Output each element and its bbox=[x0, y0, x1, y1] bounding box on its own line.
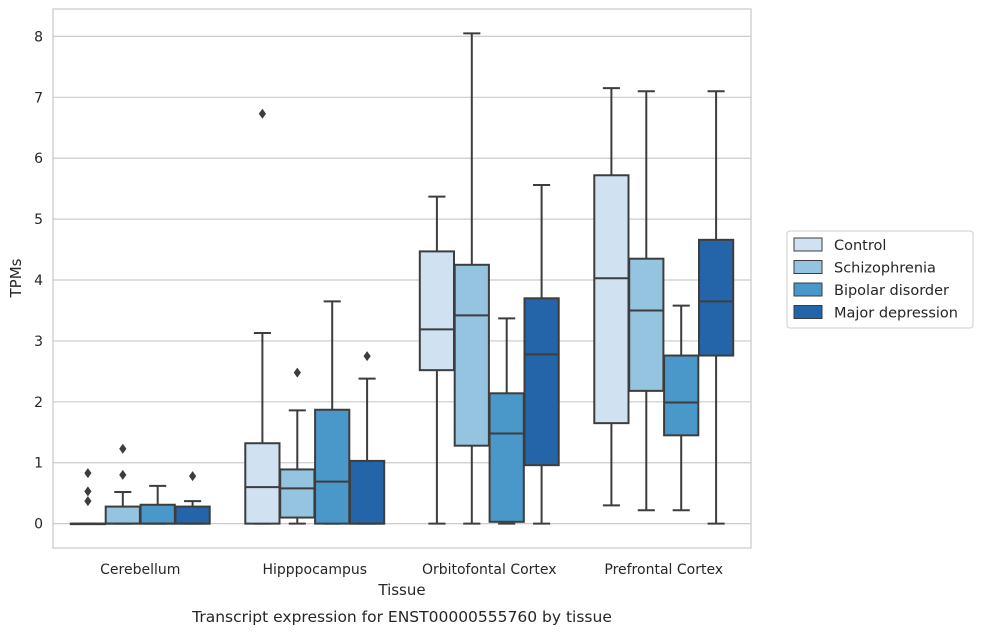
y-tick-label: 5 bbox=[34, 212, 43, 228]
legend-label-control: Control bbox=[834, 238, 886, 254]
box-iqr bbox=[279, 468, 316, 519]
box-iqr bbox=[697, 238, 735, 357]
y-tick-label: 3 bbox=[34, 334, 43, 350]
box-bipolar-disorder-orbitofontal-cortex bbox=[488, 317, 525, 525]
outlier-point bbox=[84, 486, 92, 497]
box-schizophrenia-cerebellum bbox=[104, 443, 141, 525]
y-axis-label: TPMs bbox=[7, 258, 25, 298]
box-iqr bbox=[139, 503, 176, 525]
y-tick-label: 0 bbox=[34, 517, 43, 533]
box-control-hipppocampus bbox=[244, 108, 281, 525]
legend-label-schizophrenia: Schizophrenia bbox=[834, 261, 936, 277]
box-iqr bbox=[104, 505, 141, 525]
plot-frame bbox=[52, 8, 752, 549]
box-major-depression-prefrontal-cortex bbox=[697, 90, 735, 525]
x-tick-label-orbitofontal-cortex: Orbitofontal Cortex bbox=[422, 562, 557, 578]
box-iqr bbox=[244, 442, 281, 525]
box-iqr bbox=[314, 408, 351, 525]
legend-swatch-major-depression bbox=[793, 305, 823, 319]
legend-swatch-bipolar-disorder bbox=[793, 282, 823, 297]
box-iqr bbox=[174, 505, 211, 525]
x-tick-label-cerebellum: Cerebellum bbox=[100, 562, 180, 578]
box-schizophrenia-hipppocampus bbox=[279, 367, 316, 525]
chart-caption: Transcript expression for ENST0000055576… bbox=[191, 608, 612, 626]
x-tick-label-prefrontal-cortex: Prefrontal Cortex bbox=[604, 562, 723, 578]
box-bipolar-disorder-cerebellum bbox=[139, 484, 176, 525]
y-tick-labels: 0 1 2 3 4 5 6 7 8 bbox=[34, 29, 43, 532]
box-schizophrenia-orbitofontal-cortex bbox=[453, 32, 490, 525]
outlier-point bbox=[84, 468, 92, 479]
box-iqr bbox=[523, 297, 560, 467]
outlier-point bbox=[293, 367, 301, 378]
box-iqr bbox=[628, 257, 665, 392]
legend-box bbox=[786, 230, 974, 329]
y-tick-label: 4 bbox=[34, 273, 43, 289]
legend-swatch-schizophrenia bbox=[793, 260, 823, 274]
outlier-point bbox=[189, 471, 197, 482]
y-tick-label: 8 bbox=[34, 29, 43, 45]
box-iqr bbox=[488, 392, 525, 523]
legend: Control Schizophrenia Bipolar disorder Majo… bbox=[786, 230, 974, 329]
gridlines bbox=[53, 35, 751, 525]
box-major-depression-cerebellum bbox=[174, 471, 211, 525]
box-iqr bbox=[453, 263, 490, 447]
outlier-point bbox=[119, 443, 127, 454]
box-control-cerebellum bbox=[69, 468, 107, 526]
box-series bbox=[69, 32, 735, 526]
box-major-depression-hipppocampus bbox=[348, 351, 386, 525]
box-bipolar-disorder-prefrontal-cortex bbox=[663, 304, 700, 512]
box-iqr bbox=[593, 174, 630, 425]
y-tick-label: 6 bbox=[34, 151, 43, 167]
outlier-point bbox=[363, 351, 371, 362]
outlier-point bbox=[119, 469, 127, 480]
box-control-orbitofontal-cortex bbox=[418, 195, 456, 525]
box-iqr bbox=[418, 250, 456, 372]
box-control-prefrontal-cortex bbox=[593, 87, 630, 507]
box-iqr bbox=[663, 354, 700, 437]
legend-label-major-depression: Major depression bbox=[834, 306, 958, 322]
y-tick-label: 7 bbox=[34, 90, 43, 106]
box-schizophrenia-prefrontal-cortex bbox=[628, 90, 665, 512]
outlier-point bbox=[84, 496, 92, 507]
y-tick-label: 2 bbox=[34, 395, 43, 411]
x-tick-label-hipppocampus: Hipppocampus bbox=[262, 562, 367, 578]
legend-swatch-control bbox=[793, 237, 823, 252]
x-tick-labels: Cerebellum Hipppocampus Orbitofontal Corte… bbox=[100, 562, 723, 578]
box-major-depression-orbitofontal-cortex bbox=[523, 184, 560, 525]
box-bipolar-disorder-hipppocampus bbox=[314, 300, 351, 525]
box-iqr bbox=[348, 459, 386, 525]
x-axis-label: Tissue bbox=[377, 581, 425, 599]
outlier-point bbox=[258, 108, 266, 119]
y-tick-label: 1 bbox=[34, 456, 43, 472]
legend-label-bipolar-disorder: Bipolar disorder bbox=[834, 283, 949, 299]
